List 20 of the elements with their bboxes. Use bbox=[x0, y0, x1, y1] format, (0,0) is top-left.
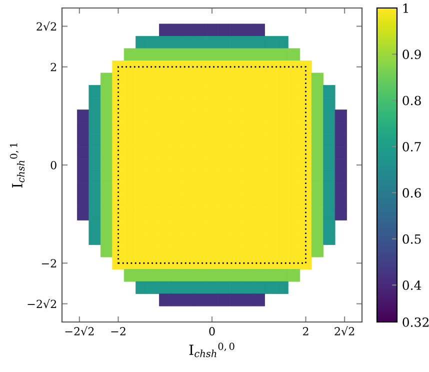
x-tick-label: 0 bbox=[209, 327, 215, 336]
color-bar-label: 0.32 bbox=[402, 317, 428, 327]
color-bar-label: 1 bbox=[403, 3, 408, 13]
color-bar-label: 0.6 bbox=[402, 188, 421, 198]
x-tick-label: 2√2 bbox=[334, 326, 354, 336]
color-bar-label: 0.4 bbox=[402, 280, 422, 290]
y-tick-label: 2 bbox=[50, 62, 56, 72]
color-bar-label: 0.8 bbox=[402, 96, 421, 106]
y-tick-label: −2 bbox=[42, 259, 56, 268]
color-bar-label: 0.7 bbox=[402, 142, 421, 152]
y-axis-title: I$_{chsh}$$^{0,1}$ bbox=[10, 143, 25, 188]
y-tick-label: 0 bbox=[50, 160, 56, 170]
x-tick-label: −2√2 bbox=[65, 326, 94, 336]
y-tick-label: 2√2 bbox=[36, 21, 56, 31]
x-axis-title: I$_{chsh}$$^{0,0}$ bbox=[189, 342, 234, 358]
x-tick-label: −2 bbox=[111, 327, 126, 336]
x-tick-label: 2 bbox=[302, 327, 308, 336]
color-bar-label: 0.9 bbox=[402, 50, 421, 60]
color-bar-label: 0.5 bbox=[402, 234, 421, 244]
y-tick-label: −2√2 bbox=[28, 298, 56, 308]
